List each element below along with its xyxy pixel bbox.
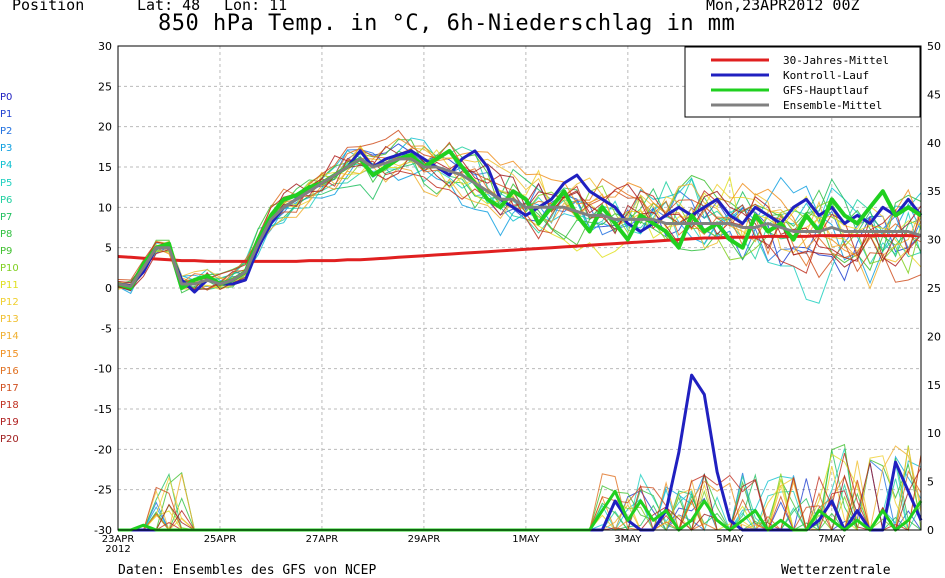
member-label-p3: P3: [0, 143, 13, 155]
chart-grid: [117, 45, 921, 531]
y-left-tick-label: -20: [94, 443, 112, 456]
x-tick-label: 25APR: [204, 534, 237, 545]
member-label-p13: P13: [0, 314, 19, 326]
legend-label-gfs-hauptlauf: GFS-Hauptlauf: [783, 84, 869, 97]
member-label-p6: P6: [0, 194, 13, 206]
y-axis-right: 0 5 10 15 20 25 30 35 40 45 50: [927, 40, 941, 537]
member-label-p20: P20: [0, 434, 19, 445]
y-left-tick-label: -15: [94, 403, 112, 416]
member-label-p0: P0: [0, 92, 13, 103]
member-label-p9: P9: [0, 245, 13, 257]
y-right-tick-label: 50: [927, 40, 941, 53]
data-source: Daten: Ensembles des GFS von NCEP: [118, 563, 377, 578]
member-label-p8: P8: [0, 228, 13, 240]
y-left-tick-label: -10: [94, 363, 112, 376]
x-tick-label: 2012: [105, 544, 130, 555]
y-left-tick-label: -30: [94, 524, 112, 537]
legend-label-ensemble-mittel: Ensemble-Mittel: [783, 99, 882, 112]
member-label-p11: P11: [0, 280, 19, 292]
x-tick-label: 29APR: [408, 534, 441, 545]
member-label-p12: P12: [0, 297, 19, 309]
y-right-tick-label: 0: [927, 524, 934, 537]
y-left-tick-label: -25: [94, 484, 112, 497]
x-tick-label: 5MAY: [716, 534, 744, 545]
y-right-tick-label: 45: [927, 88, 941, 101]
member-label-p18: P18: [0, 399, 19, 411]
y-right-tick-label: 30: [927, 234, 941, 247]
ensemble-members: [117, 129, 922, 532]
member-label-p10: P10: [0, 263, 19, 274]
y-right-tick-label: 10: [927, 427, 941, 440]
x-axis: 23APR2012 25APR 27APR 29APR 1MAY 3MAY 5MAY 7MAY: [102, 534, 847, 555]
x-tick-label: 3MAY: [614, 534, 642, 545]
position-label: Position: [12, 0, 85, 14]
y-right-tick-label: 15: [927, 379, 941, 392]
member-line-p5: [117, 159, 922, 304]
y-right-tick-label: 5: [927, 476, 934, 489]
member-label-p1: P1: [0, 109, 13, 121]
chart-title: 850 hPa Temp. in °C, 6h-Niederschlag in …: [158, 11, 736, 36]
member-label-p14: P14: [0, 331, 19, 343]
longitude-label: Lon: 11: [224, 0, 288, 14]
series-line-ensemble-mittel: [117, 157, 922, 288]
member-label-p16: P16: [0, 365, 19, 377]
x-tick-label: 23APR: [102, 534, 135, 545]
y-left-tick-label: 10: [98, 201, 112, 214]
y-right-tick-label: 20: [927, 330, 941, 343]
y-right-tick-label: 40: [927, 137, 941, 150]
y-axis-left: -30 -25 -20 -15 -10 -5 0 5 10 15 20 25 30: [94, 40, 112, 537]
legend-label-30-jahres-mittel: 30-Jahres-Mittel: [783, 54, 889, 67]
y-right-tick-label: 25: [927, 282, 941, 295]
member-label-p4: P4: [0, 160, 13, 172]
x-tick-label: 7MAY: [818, 534, 846, 545]
member-label-p7: P7: [0, 211, 13, 223]
series-line-gfs-hauptlauf-niederschlag: [118, 489, 923, 532]
brand-label: Wetterzentrale: [781, 563, 891, 578]
series-line-kontroll-lauf: [117, 149, 923, 294]
latitude-label: Lat: 48: [137, 0, 201, 14]
y-left-tick-label: 5: [105, 242, 112, 255]
member-label-p19: P19: [0, 416, 19, 428]
y-left-tick-label: 30: [98, 40, 112, 53]
y-left-tick-label: 25: [98, 80, 112, 93]
member-label-p5: P5: [0, 177, 13, 189]
x-tick-label: 1MAY: [512, 534, 540, 545]
y-left-tick-label: 15: [98, 161, 112, 174]
member-label-p2: P2: [0, 126, 13, 138]
y-left-tick-label: 0: [105, 282, 112, 295]
y-left-tick-label: -5: [101, 322, 112, 335]
x-tick-label: 27APR: [306, 534, 339, 545]
member-label-p15: P15: [0, 348, 19, 360]
y-left-tick-label: 20: [98, 121, 112, 134]
run-time-label: Mon,23APR2012 00Z: [706, 0, 860, 14]
legend-label-kontroll-lauf: Kontroll-Lauf: [783, 69, 869, 82]
plot-frame: [117, 45, 922, 531]
y-right-tick-label: 35: [927, 185, 941, 198]
member-label-p17: P17: [0, 382, 19, 394]
legend: 30-Jahres-Mittel Kontroll-Lauf GFS-Hauptla…: [684, 46, 921, 118]
